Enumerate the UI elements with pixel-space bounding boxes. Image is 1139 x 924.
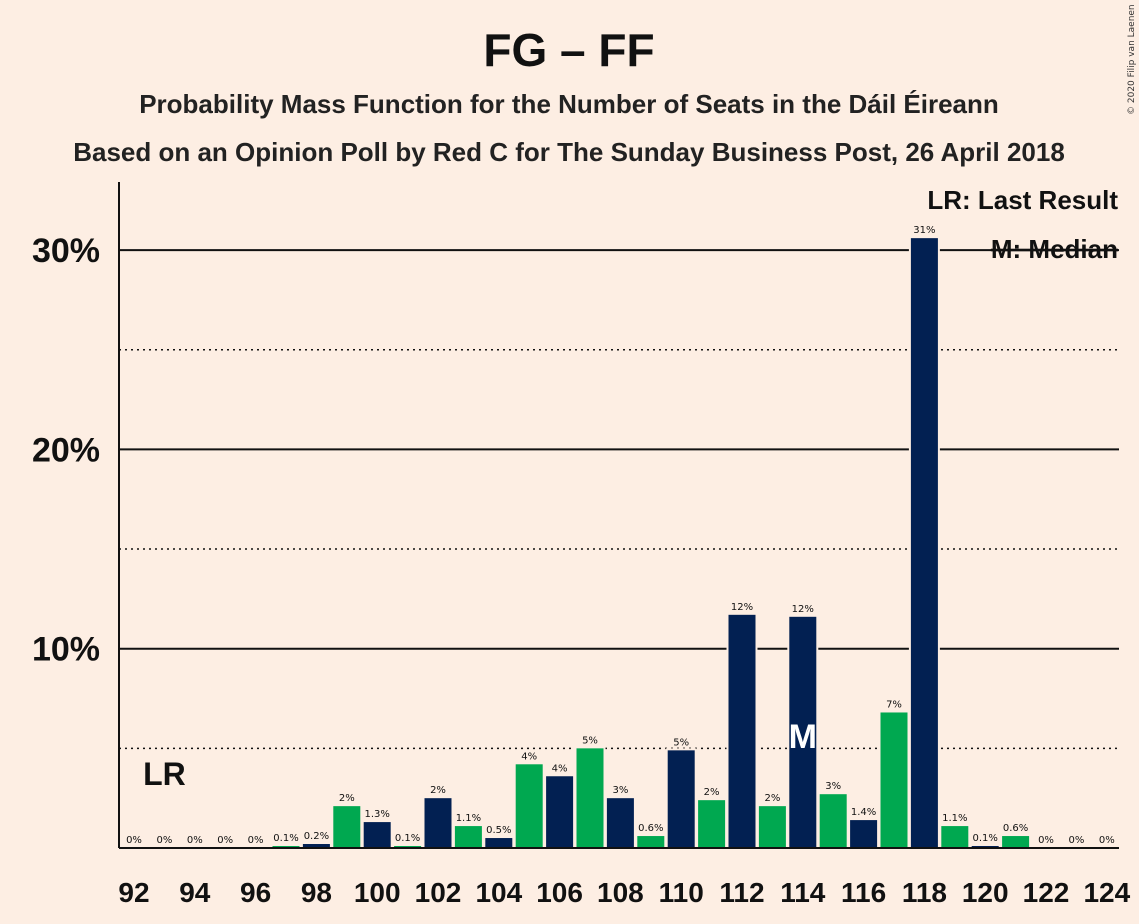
chart-subtitle-2: Based on an Opinion Poll by Red C for Th…: [73, 137, 1065, 167]
bar-outline: [270, 844, 302, 848]
bar-label-100: 1.3%: [364, 809, 389, 820]
bar-99: [333, 806, 361, 848]
bar-113: [758, 806, 786, 848]
x-tick-label: 96: [240, 877, 271, 908]
bar-102: [424, 798, 452, 848]
bar-outline: [392, 844, 424, 848]
x-tick-label: 110: [659, 877, 704, 908]
bar-label-109: 0.6%: [638, 823, 663, 834]
x-tick-label: 124: [1083, 877, 1130, 908]
bar-label-99: 2%: [339, 793, 355, 804]
bar-labels: 0% 0% 0% 0% 0% 0.1% 0.2% 2% 1.3% 0.1% 2% 1.1% 0.5% 4%…: [126, 225, 1115, 846]
bar-label-95: 0%: [217, 835, 233, 846]
x-tick-label: 108: [597, 877, 644, 908]
bar-label-120: 0.1%: [972, 833, 997, 844]
bar-label-97: 0.1%: [273, 833, 298, 844]
bar-label-110: 5%: [673, 737, 689, 748]
bar-label-92: 0%: [126, 835, 142, 846]
x-tick-label: 112: [719, 877, 764, 908]
bar-103: [454, 826, 482, 848]
bar-label-112: 12%: [731, 602, 753, 613]
y-tick-label: 20%: [32, 431, 100, 469]
bar-label-103: 1.1%: [456, 813, 481, 824]
bar-outline: [969, 844, 1001, 848]
y-tick-label: 10%: [32, 631, 100, 669]
bar-label-107: 5%: [582, 735, 598, 746]
bar-label-96: 0%: [248, 835, 264, 846]
x-tick-label: 102: [415, 877, 462, 908]
bar-label-123: 0%: [1068, 835, 1084, 846]
bar-label-118: 31%: [913, 225, 935, 236]
bar-112: [728, 614, 756, 848]
bar-label-115: 3%: [825, 781, 841, 792]
bar-label-93: 0%: [156, 835, 172, 846]
bar-label-114: 12%: [792, 604, 814, 615]
x-tick-label: 122: [1023, 877, 1070, 908]
bar-label-124: 0%: [1099, 835, 1115, 846]
bar-98: [302, 844, 330, 848]
bar-110: [667, 750, 695, 848]
bars: [270, 236, 1032, 849]
bar-label-106: 4%: [552, 763, 568, 774]
bar-111: [698, 800, 726, 848]
chart-subtitle-1: Probability Mass Function for the Number…: [139, 89, 999, 119]
bar-label-122: 0%: [1038, 835, 1054, 846]
copyright-note: © 2020 Filip van Laenen: [1127, 4, 1137, 115]
x-tick-label: 100: [354, 877, 401, 908]
bar-label-116: 1.4%: [851, 807, 876, 818]
bar-115: [819, 794, 847, 848]
gridlines: [119, 249, 1119, 750]
bar-107: [576, 748, 604, 848]
x-tick-label: 104: [475, 877, 522, 908]
bar-121: [1002, 836, 1030, 848]
x-tick-label: 92: [118, 877, 149, 908]
bar-label-98: 0.2%: [304, 831, 329, 842]
bar-label-105: 4%: [521, 751, 537, 762]
bar-label-101: 0.1%: [395, 833, 420, 844]
bar-label-113: 2%: [764, 793, 780, 804]
x-tick-label: 116: [841, 877, 886, 908]
x-tick-label: 94: [179, 877, 211, 908]
bar-108: [606, 798, 634, 848]
y-axis-ticks: 10% 20% 30%: [32, 232, 100, 669]
bar-label-119: 1.1%: [942, 813, 967, 824]
x-tick-label: 106: [536, 877, 583, 908]
legend-last-result: LR: Last Result: [927, 185, 1118, 215]
bar-label-102: 2%: [430, 785, 446, 796]
bar-label-108: 3%: [612, 785, 628, 796]
bar-104: [485, 838, 513, 848]
bar-119: [941, 826, 969, 848]
y-tick-label: 30%: [32, 232, 100, 270]
median-marker: M: [789, 718, 817, 756]
bar-116: [850, 820, 878, 848]
x-tick-label: 118: [902, 877, 947, 908]
bar-106: [546, 776, 574, 848]
last-result-marker: LR: [143, 756, 186, 792]
bar-label-121: 0.6%: [1003, 823, 1028, 834]
legend-median: M: Median: [991, 234, 1118, 264]
bar-109: [637, 836, 665, 848]
chart-title: FG – FF: [483, 24, 654, 76]
bar-label-117: 7%: [886, 699, 902, 710]
bar-105: [515, 764, 543, 848]
bar-label-104: 0.5%: [486, 825, 511, 836]
bar-label-94: 0%: [187, 835, 203, 846]
bar-114: [789, 616, 817, 848]
bar-118: [910, 238, 938, 849]
x-tick-label: 98: [301, 877, 332, 908]
bar-117: [880, 712, 908, 848]
x-axis-ticks: 92 94 96 98 100 102 104 106 108 110 112 114 116 118 12…: [118, 877, 1130, 908]
bar-label-111: 2%: [704, 787, 720, 798]
x-tick-label: 114: [780, 877, 826, 908]
x-tick-label: 120: [962, 877, 1009, 908]
bar-100: [363, 822, 391, 848]
